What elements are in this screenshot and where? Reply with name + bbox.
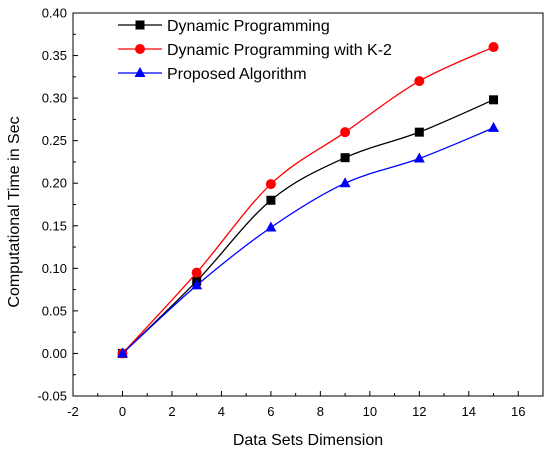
legend: Dynamic Programming Dynamic Programming w… [118,18,392,83]
y-tick-label: 0.15 [42,218,67,233]
legend-item: Dynamic Programming [118,18,330,35]
y-tick-label: 0.05 [42,303,67,318]
data-point [340,127,351,138]
x-tick-label: 12 [412,404,426,419]
legend-label: Dynamic Programming with K-2 [167,42,392,59]
y-axis-title: Computational Time in Sec [6,116,23,307]
x-axis-title: Data Sets Dimension [233,432,383,449]
x-tick-label: 2 [168,404,175,419]
data-point [413,152,425,163]
y-tick-label: 0.30 [42,91,67,106]
x-tick-label: 8 [317,404,324,419]
legend-marker [135,20,145,30]
legend-marker [134,67,146,77]
data-point [265,221,277,232]
data-point [488,42,499,53]
x-axis: -2 0 2 4 6 8 10 12 14 16 [67,391,525,419]
y-axis: -0.05 0.00 0.05 0.10 0.15 0.20 0.25 0.30 0.35 0.4… [37,6,78,404]
series-1 [117,95,499,358]
legend-item: Dynamic Programming with K-2 [118,42,392,59]
data-point [339,177,351,188]
data-point [265,179,276,190]
y-tick-label: 0.10 [42,261,67,276]
y-tick-label: -0.05 [37,389,67,404]
x-tick-label: 16 [511,404,525,419]
legend-marker [135,44,145,54]
data-point [340,153,350,163]
y-tick-label: 0.00 [42,346,67,361]
series-2 [117,42,499,359]
x-tick-label: 14 [462,404,476,419]
data-point [191,267,202,278]
x-tick-label: -2 [67,404,79,419]
data-point [414,76,425,87]
data-point [488,121,500,132]
x-tick-label: 4 [218,404,225,419]
series-3 [116,121,500,358]
legend-label: Proposed Algorithm [167,66,307,83]
y-tick-label: 0.35 [42,48,67,63]
legend-label: Dynamic Programming [167,18,330,35]
series-line [122,127,494,354]
plot-frame [72,12,544,397]
x-tick-label: 10 [363,404,377,419]
series-line [121,46,494,354]
series-layer [116,42,500,359]
data-point [266,195,276,205]
data-point [116,347,128,358]
y-tick-label: 0.40 [42,6,67,21]
data-point [414,127,424,137]
x-tick-label: 0 [119,404,126,419]
legend-item: Proposed Algorithm [118,66,307,83]
y-tick-label: 0.25 [42,133,67,148]
series-line [122,99,494,354]
data-point [191,279,203,290]
x-tick-label: 6 [267,404,274,419]
data-point [489,95,499,105]
y-tick-label: 0.20 [42,176,67,191]
